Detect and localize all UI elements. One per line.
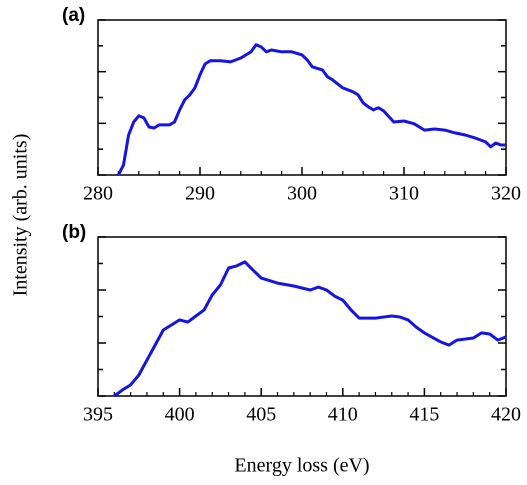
x-tick-label: 300 bbox=[287, 183, 317, 205]
x-tick-label: 395 bbox=[83, 404, 113, 426]
panel-label: (b) bbox=[62, 222, 86, 243]
y-axis-label: Intensity (arb. units) bbox=[10, 134, 32, 297]
spectrum-line bbox=[113, 260, 507, 398]
x-tick-label: 290 bbox=[185, 183, 215, 205]
x-tick-label: 405 bbox=[246, 404, 276, 426]
x-tick-label: 410 bbox=[328, 404, 358, 426]
x-tick-label: 310 bbox=[389, 183, 419, 205]
x-tick-label: 420 bbox=[491, 404, 521, 426]
x-tick-label: 280 bbox=[83, 183, 113, 205]
x-tick-label: 415 bbox=[409, 404, 439, 426]
plot-frame bbox=[97, 236, 507, 397]
x-tick-label: 320 bbox=[491, 183, 521, 205]
plot-frame bbox=[97, 19, 507, 176]
spectrum-line bbox=[117, 43, 506, 176]
x-axis-label: Energy loss (eV) bbox=[234, 455, 369, 477]
panel-label: (a) bbox=[62, 5, 85, 26]
x-tick-label: 400 bbox=[165, 404, 195, 426]
